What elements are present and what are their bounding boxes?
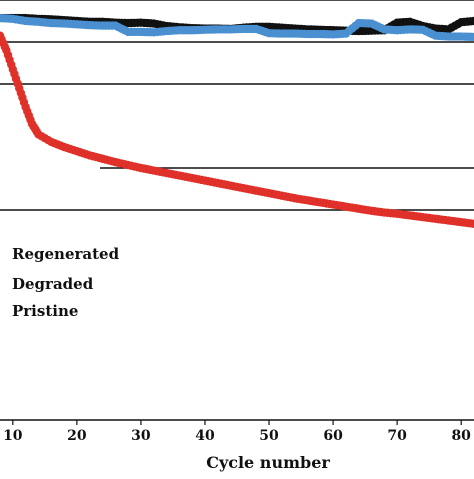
- series-pristine: [0, 31, 474, 229]
- legend-label-degraded: Degraded: [12, 275, 94, 293]
- x-tick-label-7: 80: [451, 428, 471, 444]
- series-degraded: [0, 13, 474, 42]
- point-degraded: [469, 32, 474, 42]
- x-tick-label-1: 20: [67, 428, 87, 444]
- x-tick-label-4: 50: [259, 428, 279, 444]
- x-axis-title: Cycle number: [206, 453, 330, 472]
- x-tick-label-2: 30: [131, 428, 151, 444]
- legend-label-regenerated: Regenerated: [12, 245, 120, 263]
- x-tick-label-0: 10: [3, 428, 23, 444]
- point-regenerated: [469, 16, 474, 26]
- series-layer: [0, 13, 474, 229]
- x-tick-label-5: 60: [323, 428, 343, 444]
- x-tick-label-6: 70: [387, 428, 407, 444]
- legend-label-pristine: Pristine: [12, 302, 78, 320]
- legend: Regenerated Degraded Pristine: [12, 245, 120, 320]
- point-pristine: [469, 219, 474, 229]
- axis-layer: 10 20 30 40 50 60 70 80: [0, 419, 474, 444]
- x-tick-label-3: 40: [195, 428, 215, 444]
